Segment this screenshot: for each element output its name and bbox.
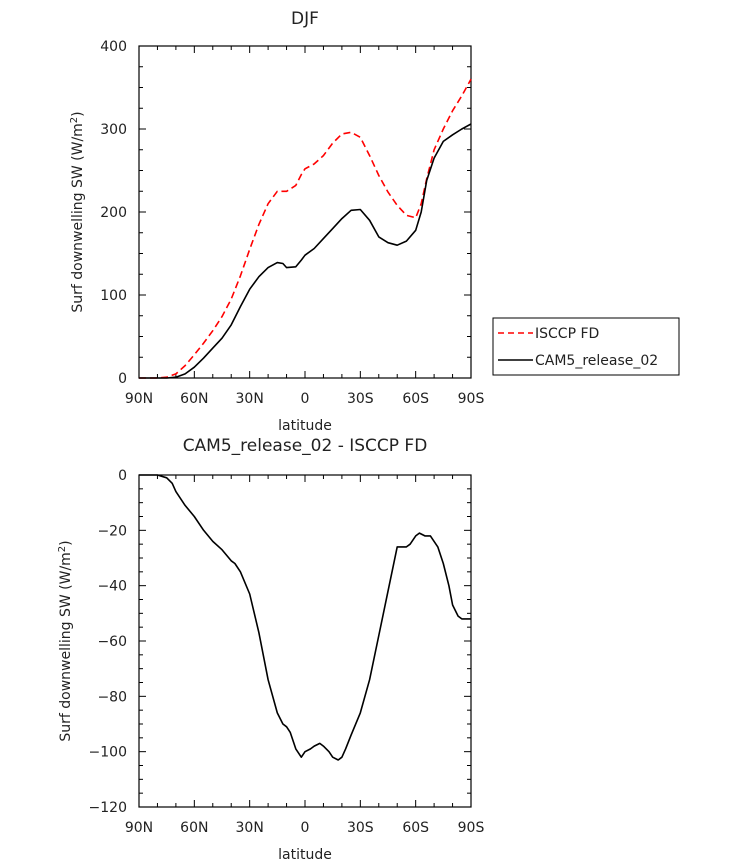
top-y-axis-label-main: Surf downwelling SW (W/m	[70, 123, 86, 312]
bottom-y-tick-label: 0	[118, 468, 127, 484]
top-y-tick-label: 100	[100, 288, 127, 304]
bottom-y-tick-label: −80	[97, 689, 127, 705]
legend: ISCCP FD CAM5_release_02	[492, 317, 680, 376]
bottom-y-tick-label: −100	[89, 745, 127, 761]
bottom-x-tick-label: 30S	[347, 820, 374, 836]
top-series-layer	[139, 78, 472, 379]
top-x-tick-label: 0	[301, 391, 310, 407]
top-series-line-1	[139, 123, 472, 379]
bottom-chart-title: CAM5_release_02 - ISCCP FD	[183, 436, 428, 456]
top-y-axis-label: Surf downwelling SW (W/m2)	[69, 111, 86, 312]
top-plot-frame	[138, 45, 472, 379]
bottom-y-tick-label: −60	[97, 634, 127, 650]
top-y-tick-label: 400	[100, 39, 127, 55]
top-chart-title: DJF	[291, 9, 319, 29]
bottom-x-tick-labels: 90N 60N 30N 0 30S 60S 90S	[125, 820, 485, 836]
legend-box	[492, 317, 680, 376]
top-y-tick-label: 0	[118, 371, 127, 387]
top-y-tick-labels: 0 100 200 300 400	[100, 39, 127, 387]
top-x-tick-label: 90N	[125, 391, 153, 407]
top-x-tick-label: 90S	[458, 391, 485, 407]
top-x-tick-label: 30S	[347, 391, 374, 407]
top-x-tick-labels: 90N 60N 30N 0 30S 60S 90S	[125, 391, 485, 407]
bottom-series-layer	[139, 474, 471, 761]
top-y-tick-label: 200	[100, 205, 127, 221]
bottom-y-axis-label: Surf downwelling SW (W/m2)	[57, 540, 74, 741]
legend-label-isccp: ISCCP FD	[535, 326, 599, 342]
top-x-tick-label: 60S	[402, 391, 429, 407]
bottom-y-axis-label-close: )	[58, 540, 74, 545]
top-y-axis-label-superscript: 2	[69, 117, 80, 123]
bottom-x-tick-label: 90S	[458, 820, 485, 836]
top-series-line-0	[139, 78, 472, 379]
bottom-plot-frame	[138, 474, 472, 808]
bottom-x-tick-label: 0	[301, 820, 310, 836]
bottom-y-axis-label-main: Surf downwelling SW (W/m	[58, 552, 74, 741]
top-chart-panel: DJF 90N 60N 30N 0 30S 60S 90S 0 100 200 300 400 la…	[69, 9, 680, 434]
bottom-x-tick-label: 90N	[125, 820, 153, 836]
top-y-tick-label: 300	[100, 122, 127, 138]
bottom-y-tick-label: −20	[97, 523, 127, 539]
bottom-x-tick-label: 60S	[402, 820, 429, 836]
top-x-tick-label: 60N	[180, 391, 208, 407]
top-x-axis-label: latitude	[278, 418, 332, 434]
bottom-series-line-0	[139, 474, 471, 761]
bottom-x-tick-label: 60N	[180, 820, 208, 836]
legend-label-cam5: CAM5_release_02	[535, 353, 658, 369]
bottom-y-tick-label: −120	[89, 800, 127, 816]
bottom-y-axis-label-superscript: 2	[57, 546, 68, 552]
bottom-y-tick-label: −40	[97, 579, 127, 595]
bottom-ticks	[138, 474, 472, 808]
top-y-axis-label-close: )	[70, 111, 86, 116]
bottom-x-tick-label: 30N	[236, 820, 264, 836]
top-x-tick-label: 30N	[236, 391, 264, 407]
bottom-chart-panel: CAM5_release_02 - ISCCP FD 90N 60N 30N 0 30S…	[57, 436, 484, 863]
bottom-x-axis-label: latitude	[278, 847, 332, 863]
bottom-y-tick-labels: 0 −20 −40 −60 −80 −100 −120	[89, 468, 127, 816]
